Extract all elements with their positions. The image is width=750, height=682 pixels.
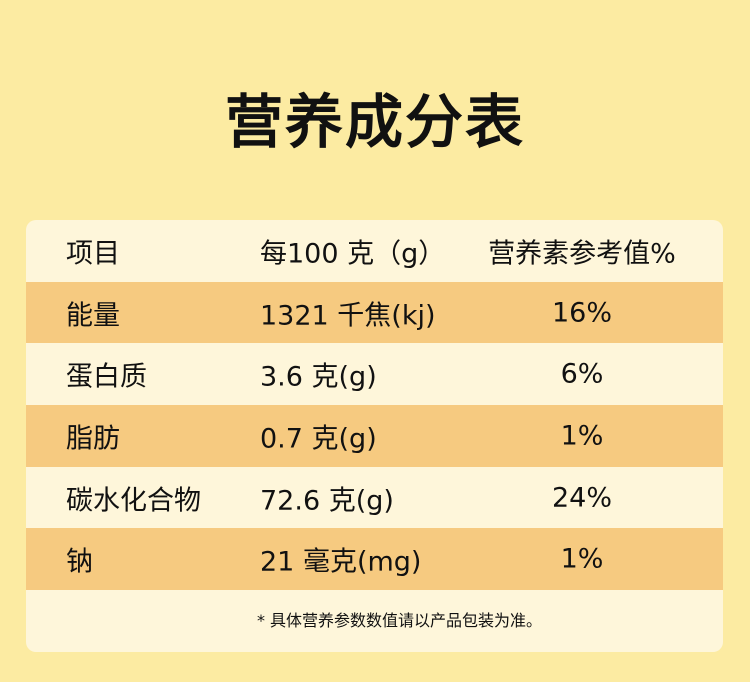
table-row: 碳水化合物 72.6 克(g) 24% [26, 467, 723, 529]
table-row: 蛋白质 3.6 克(g) 6% [26, 343, 723, 405]
cell-item: 蛋白质 [66, 361, 147, 393]
cell-amount: 3.6 克(g) [260, 361, 377, 393]
page-title: 营养成分表 [224, 88, 525, 156]
table-row: 能量 1321 千焦(kj) 16% [26, 281, 723, 344]
header-item: 项目 [66, 238, 120, 270]
cell-nrv: 6% [560, 358, 604, 390]
cell-nrv: 24% [551, 482, 613, 514]
cell-nrv: 1% [560, 543, 604, 575]
cell-item: 碳水化合物 [66, 485, 201, 517]
table-row: 脂肪 0.7 克(g) 1% [26, 405, 723, 467]
cell-item: 能量 [66, 300, 120, 332]
cell-amount: 0.7 克(g) [260, 423, 377, 455]
header-per-100g: 每100 克（g） [260, 238, 446, 270]
cell-amount: 21 毫克(mg) [260, 546, 422, 578]
cell-amount: 1321 千焦(kj) [260, 300, 436, 332]
footnote: * 具体营养参数数值请以产品包装为准。 [256, 611, 543, 630]
cell-amount: 72.6 克(g) [260, 485, 394, 517]
nutrition-table: 项目 每100 克（g） 营养素参考值% 能量 1321 千焦(kj) 16% … [26, 220, 723, 652]
cell-nrv: 1% [560, 420, 604, 452]
cell-item: 脂肪 [66, 423, 120, 455]
cell-item: 钠 [66, 546, 93, 578]
cell-nrv: 16% [551, 297, 613, 329]
table-row: 钠 21 毫克(mg) 1% [26, 528, 723, 591]
header-nrv: 营养素参考值% [488, 238, 676, 270]
table-header-row: 项目 每100 克（g） 营养素参考值% [26, 220, 723, 282]
